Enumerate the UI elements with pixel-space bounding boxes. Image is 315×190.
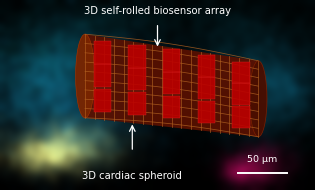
Bar: [128, 67, 146, 90]
Ellipse shape: [250, 61, 267, 137]
Bar: [94, 64, 111, 87]
Bar: [163, 49, 180, 72]
Bar: [128, 92, 146, 115]
Text: 3D cardiac spheroid: 3D cardiac spheroid: [82, 171, 182, 181]
Bar: [94, 89, 111, 112]
Text: 50 μm: 50 μm: [247, 155, 278, 164]
Bar: [163, 96, 180, 118]
Bar: [198, 55, 215, 77]
Bar: [232, 62, 250, 83]
Bar: [128, 45, 146, 67]
Bar: [163, 72, 180, 94]
Ellipse shape: [76, 34, 94, 118]
Bar: [94, 41, 111, 64]
Bar: [198, 101, 215, 123]
Text: 3D self-rolled biosensor array: 3D self-rolled biosensor array: [84, 6, 231, 16]
Bar: [198, 77, 215, 99]
Bar: [232, 106, 250, 128]
Bar: [232, 83, 250, 105]
Polygon shape: [85, 34, 258, 137]
